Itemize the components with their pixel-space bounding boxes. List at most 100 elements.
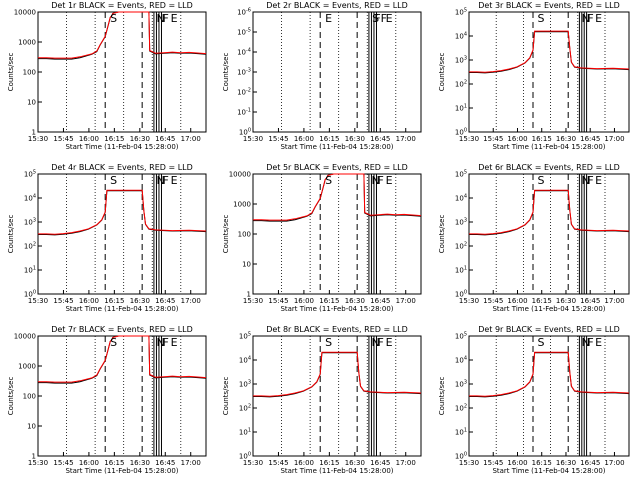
x-tick-label: 15:45 [53, 297, 73, 305]
panel-det-4: Det 4r BLACK = Events, RED = LLD 15:30 15:… [7, 163, 207, 313]
x-tick-label: 16:30 [130, 297, 150, 305]
x-tick-label: 16:15 [532, 459, 552, 467]
y-tick-label: 101 [455, 104, 467, 113]
panel-det-9: Det 9r BLACK = Events, RED = LLD 15:30 15:… [438, 325, 630, 475]
panel-det-5: Det 5r BLACK = Events, RED = LLD 15:30 15:… [222, 163, 422, 313]
event-label: F [587, 336, 593, 349]
x-tick-label: 16:00 [79, 459, 99, 467]
x-tick-label: 16:15 [319, 135, 339, 143]
y-tick-label: 100 [23, 393, 36, 401]
event-label: F [378, 174, 384, 187]
y-axis-label: Counts/sec [438, 53, 446, 92]
x-tick-label: 16:30 [345, 459, 365, 467]
x-tick-label: 16:45 [155, 459, 175, 467]
event-label: E [386, 174, 393, 187]
x-tick-label: 16:15 [104, 135, 124, 143]
y-tick-label: 100 [238, 231, 251, 239]
series-line-lld [38, 335, 207, 383]
x-tick-label: 16:00 [79, 297, 99, 305]
y-tick-label: 10 [27, 423, 36, 431]
panel-title: Det 3r BLACK = Events, RED = LLD [478, 1, 620, 10]
event-label: N [582, 174, 590, 187]
event-label: N [157, 12, 165, 25]
y-tick-label: 104 [455, 356, 467, 365]
y-tick-label: 1 [32, 129, 36, 137]
y-axis-label: Counts/sec [438, 377, 446, 416]
panel-title: Det 5r BLACK = Events, RED = LLD [266, 163, 408, 172]
y-tick-label: 105 [239, 332, 251, 341]
y-tick-label: 10-1 [237, 108, 251, 117]
y-tick-label: 101 [239, 428, 251, 437]
series-line-lld [38, 189, 207, 235]
y-tick-label: 1000 [18, 363, 36, 371]
y-tick-label: 104 [455, 32, 467, 41]
y-tick-label: 10-4 [237, 48, 251, 57]
x-tick-label: 16:15 [319, 459, 339, 467]
y-tick-label: 102 [455, 242, 467, 251]
y-tick-label: 103 [455, 56, 467, 65]
x-tick-label: 15:30 [243, 297, 263, 305]
x-tick-label: 16:30 [345, 135, 365, 143]
x-tick-label: 15:30 [459, 297, 479, 305]
x-tick-label: 17:00 [604, 135, 624, 143]
event-label: F [587, 12, 593, 25]
y-tick-label: 10-3 [237, 68, 251, 77]
x-tick-label: 15:45 [483, 135, 503, 143]
event-label: F [163, 174, 169, 187]
panel-det-2: Det 2r BLACK = Events, RED = LLD 15:30 15:… [222, 1, 422, 151]
event-label: E [171, 12, 178, 25]
x-tick-label: 16:00 [507, 459, 527, 467]
y-tick-label: 10000 [229, 171, 251, 179]
x-tick-label: 16:15 [532, 135, 552, 143]
panel-title: Det 6r BLACK = Events, RED = LLD [478, 163, 620, 172]
event-label: S [538, 174, 545, 187]
y-tick-label: 105 [24, 170, 36, 179]
x-tick-label: 16:45 [370, 135, 390, 143]
event-label: F [163, 12, 169, 25]
x-tick-label: 15:45 [483, 297, 503, 305]
x-axis-label: Start Time (11-Feb-04 15:28:00) [280, 143, 393, 151]
y-tick-label: 1000 [18, 39, 36, 47]
y-tick-label: 103 [455, 218, 467, 227]
series-line-lld [469, 351, 630, 397]
series-line-lld [469, 30, 630, 73]
x-tick-label: 17:00 [604, 459, 624, 467]
x-tick-label: 16:30 [130, 135, 150, 143]
x-tick-label: 16:00 [294, 459, 314, 467]
x-tick-label: 16:15 [532, 297, 552, 305]
x-tick-label: 15:45 [53, 135, 73, 143]
y-tick-label: 105 [455, 8, 467, 17]
event-label: S [538, 12, 545, 25]
event-label: F [378, 336, 384, 349]
x-axis-label: Start Time (11-Feb-04 15:28:00) [65, 467, 178, 475]
x-tick-label: 16:00 [294, 135, 314, 143]
y-tick-label: 103 [239, 380, 251, 389]
event-label: FF [374, 12, 387, 25]
x-tick-label: 17:00 [396, 135, 416, 143]
x-axis-label: Start Time (11-Feb-04 15:28:00) [65, 143, 178, 151]
x-tick-label: 17:00 [181, 297, 201, 305]
event-label: S [538, 336, 545, 349]
series-line-lld [253, 173, 422, 221]
x-tick-label: 15:45 [53, 459, 73, 467]
event-label: F [587, 174, 593, 187]
y-tick-label: 102 [455, 404, 467, 413]
series-line-lld [253, 351, 422, 397]
y-tick-label: 1 [247, 291, 251, 299]
event-label: F [163, 336, 169, 349]
panel-title: Det 4r BLACK = Events, RED = LLD [51, 163, 193, 172]
x-axis-label: Start Time (11-Feb-04 15:28:00) [65, 305, 178, 313]
y-tick-label: 100 [455, 290, 467, 299]
event-label: S [110, 336, 117, 349]
y-tick-label: 104 [455, 194, 467, 203]
event-label: N [372, 174, 380, 187]
panel-title: Det 7r BLACK = Events, RED = LLD [51, 325, 193, 334]
y-axis-label: Counts/sec [7, 377, 15, 416]
x-tick-label: 17:00 [396, 297, 416, 305]
event-label: S [110, 12, 117, 25]
x-tick-label: 15:30 [28, 297, 48, 305]
x-tick-label: 16:30 [556, 297, 576, 305]
y-tick-label: 102 [239, 404, 251, 413]
event-label: S [110, 174, 117, 187]
